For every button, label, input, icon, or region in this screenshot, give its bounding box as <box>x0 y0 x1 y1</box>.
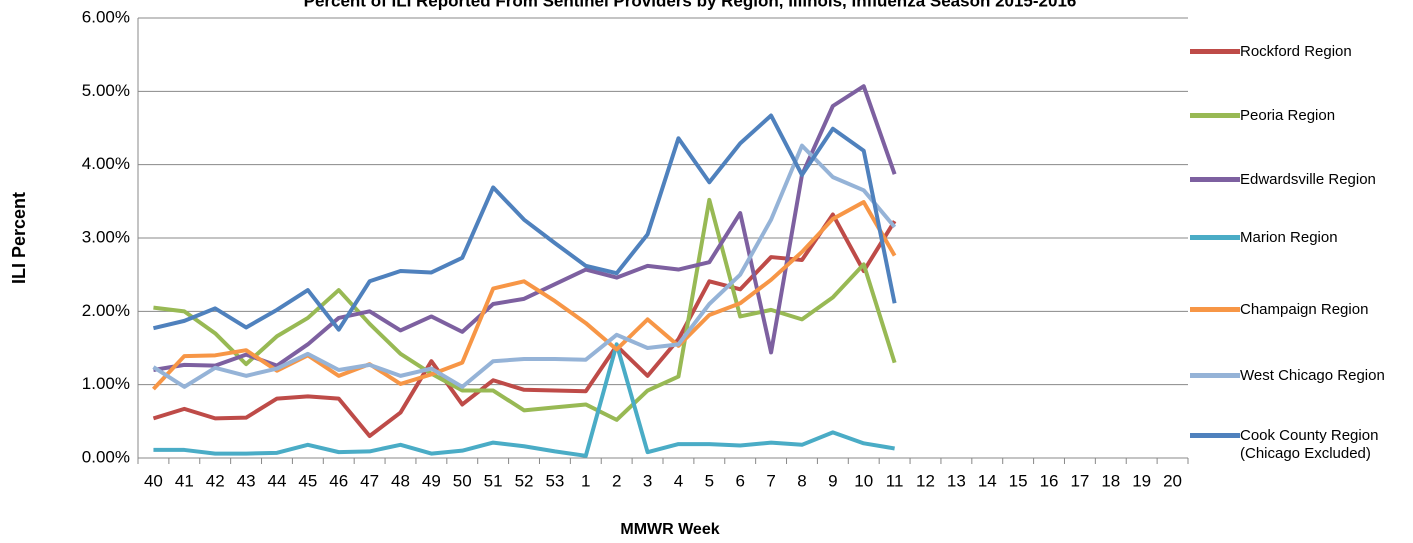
legend-item: West Chicago Region <box>1190 367 1405 385</box>
x-tick-label: 46 <box>329 471 348 490</box>
legend-label: Edwardsville Region <box>1240 171 1376 188</box>
legend-item: Peoria Region <box>1190 107 1405 125</box>
legend-label: Cook County Region (Chicago Excluded) <box>1240 427 1379 462</box>
x-tick-label: 6 <box>735 471 744 490</box>
x-tick-label: 13 <box>947 471 966 490</box>
series-line <box>152 113 897 332</box>
legend-item: Cook County Region (Chicago Excluded) <box>1190 427 1405 463</box>
series-line <box>153 84 897 372</box>
x-tick-label: 50 <box>453 471 472 490</box>
x-tick-label: 8 <box>797 471 806 490</box>
x-tick-label: 44 <box>268 471 287 490</box>
legend-item: Edwardsville Region <box>1190 171 1405 189</box>
series-line <box>153 342 895 458</box>
x-tick-label: 40 <box>144 471 163 490</box>
x-tick-label: 41 <box>175 471 194 490</box>
legend-swatch <box>1190 177 1240 182</box>
x-tick-label: 7 <box>766 471 775 490</box>
legend-swatch <box>1190 235 1240 240</box>
x-tick-label: 53 <box>545 471 564 490</box>
y-tick-label: 3.00% <box>82 227 130 246</box>
legend-label: Rockford Region <box>1240 43 1352 60</box>
y-tick-label: 1.00% <box>82 374 130 393</box>
chart-title: Percent of ILI Reported From Sentinel Pr… <box>304 0 1077 10</box>
x-tick-label: 5 <box>705 471 714 490</box>
x-tick-label: 12 <box>916 471 935 490</box>
legend-item: Marion Region <box>1190 229 1405 247</box>
x-tick-label: 3 <box>643 471 652 490</box>
x-tick-label: 9 <box>828 471 837 490</box>
x-tick-label: 17 <box>1070 471 1089 490</box>
legend-swatch <box>1190 373 1240 378</box>
x-tick-label: 43 <box>237 471 256 490</box>
legend-swatch <box>1190 113 1240 118</box>
legend-label: Peoria Region <box>1240 107 1336 124</box>
series-line <box>153 197 897 422</box>
x-tick-label: 2 <box>612 471 621 490</box>
legend-label: Champaign Region <box>1240 301 1369 318</box>
x-tick-label: 1 <box>581 471 590 490</box>
y-tick-label: 4.00% <box>82 154 130 173</box>
y-tick-label: 6.00% <box>82 7 130 26</box>
x-tick-label: 15 <box>1009 471 1028 490</box>
x-tick-label: 10 <box>854 471 873 490</box>
x-tick-label: 45 <box>298 471 317 490</box>
series-line <box>151 200 897 391</box>
legend-item: Champaign Region <box>1190 301 1405 319</box>
legend-label: Marion Region <box>1240 229 1338 246</box>
legend-swatch <box>1190 49 1240 54</box>
x-tick-label: 14 <box>978 471 997 490</box>
x-tick-label: 51 <box>484 471 503 490</box>
y-tick-label: 0.00% <box>82 447 130 466</box>
y-tick-label: 5.00% <box>82 81 130 100</box>
x-tick-label: 47 <box>360 471 379 490</box>
x-tick-label: 18 <box>1101 471 1120 490</box>
legend-swatch <box>1190 307 1240 312</box>
x-tick-label: 49 <box>422 471 441 490</box>
y-axis-title: ILI Percent <box>9 192 29 284</box>
x-tick-label: 20 <box>1163 471 1182 490</box>
y-tick-label: 2.00% <box>82 301 130 320</box>
x-axis-title: MMWR Week <box>620 521 719 538</box>
x-tick-label: 19 <box>1132 471 1151 490</box>
series-line <box>152 143 897 389</box>
legend-item: Rockford Region <box>1190 43 1405 61</box>
x-tick-label: 42 <box>206 471 225 490</box>
x-tick-label: 11 <box>886 471 904 490</box>
legend-label: West Chicago Region <box>1240 367 1385 384</box>
series-line <box>152 212 897 438</box>
legend-swatch <box>1190 433 1240 438</box>
x-tick-label: 16 <box>1040 471 1059 490</box>
x-tick-label: 48 <box>391 471 410 490</box>
x-tick-label: 4 <box>674 471 683 490</box>
x-tick-label: 52 <box>515 471 534 490</box>
